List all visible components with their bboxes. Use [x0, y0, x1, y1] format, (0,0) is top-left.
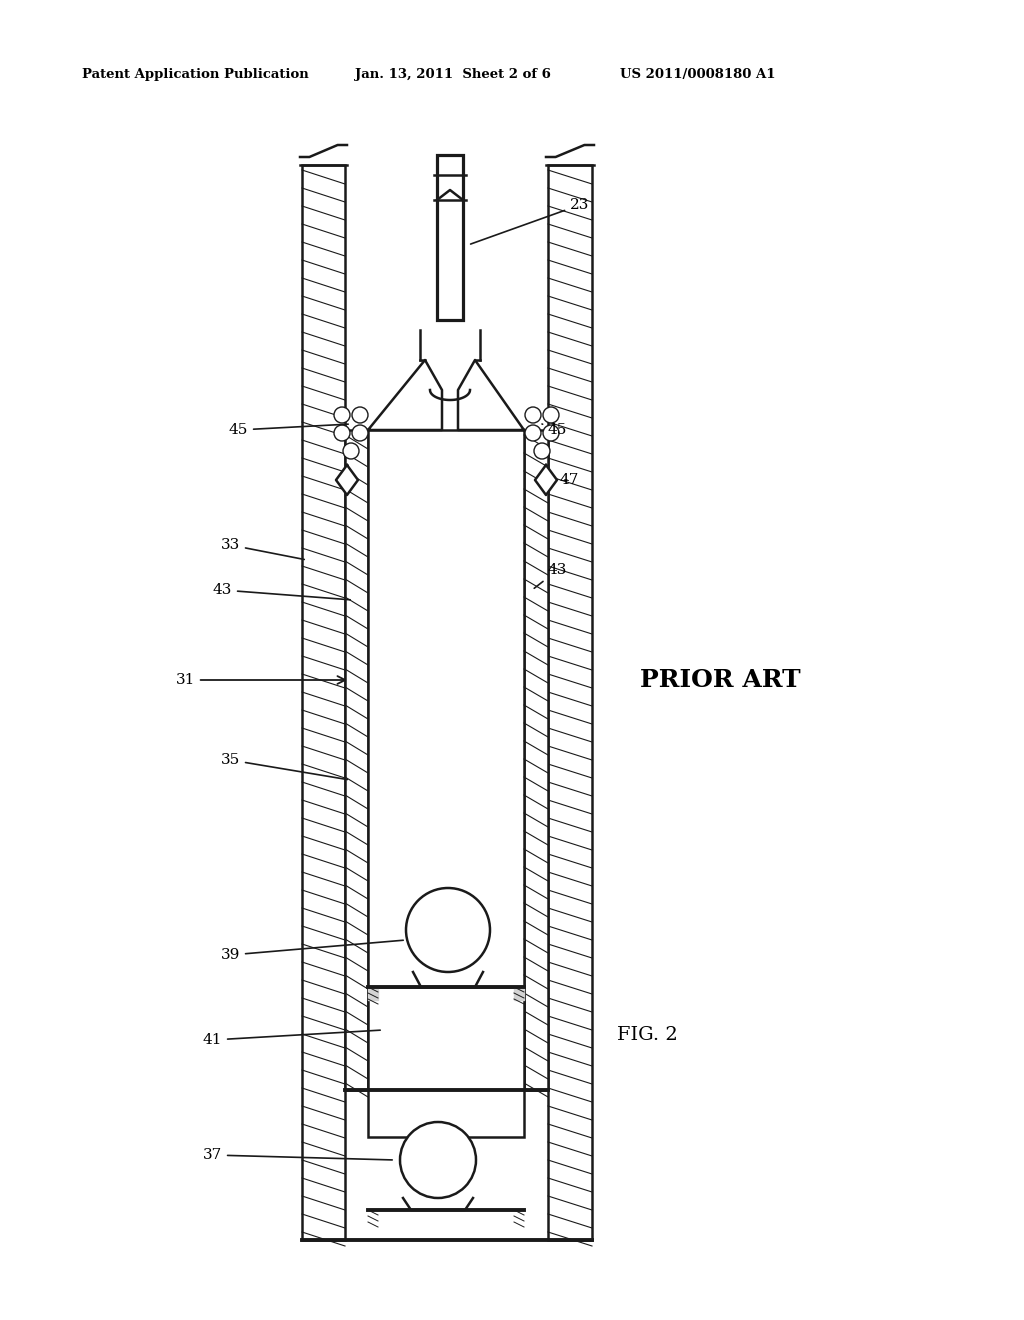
Text: 45: 45 [542, 422, 567, 437]
Bar [368, 430, 524, 1090]
Text: 43: 43 [535, 564, 567, 589]
Text: 45: 45 [228, 422, 348, 437]
Polygon shape [514, 987, 524, 1001]
Polygon shape [368, 987, 378, 1001]
Text: 41: 41 [203, 1030, 380, 1047]
Polygon shape [336, 465, 358, 495]
Circle shape [406, 888, 490, 972]
Circle shape [525, 407, 541, 422]
Polygon shape [535, 465, 557, 495]
Circle shape [352, 425, 368, 441]
Text: PRIOR ART: PRIOR ART [640, 668, 801, 692]
Polygon shape [413, 972, 483, 987]
Circle shape [343, 444, 359, 459]
Text: 37: 37 [203, 1148, 392, 1162]
Circle shape [400, 1122, 476, 1199]
Text: 23: 23 [471, 198, 590, 244]
Circle shape [525, 425, 541, 441]
Text: US 2011/0008180 A1: US 2011/0008180 A1 [620, 69, 775, 81]
Circle shape [543, 425, 559, 441]
Bar [368, 987, 524, 1137]
Text: 47: 47 [560, 473, 580, 487]
Bar [302, 165, 345, 1239]
Circle shape [334, 407, 350, 422]
Text: Jan. 13, 2011  Sheet 2 of 6: Jan. 13, 2011 Sheet 2 of 6 [355, 69, 551, 81]
Text: Patent Application Publication: Patent Application Publication [82, 69, 309, 81]
Text: 33: 33 [221, 539, 304, 560]
Bar [548, 165, 592, 1239]
Circle shape [543, 407, 559, 422]
Text: 35: 35 [221, 752, 347, 780]
Bar [437, 154, 463, 319]
Bar [524, 430, 548, 1090]
Bar [345, 430, 368, 1090]
Text: 43: 43 [213, 583, 350, 599]
Circle shape [334, 425, 350, 441]
Circle shape [352, 407, 368, 422]
Text: 31: 31 [176, 673, 345, 686]
Circle shape [534, 444, 550, 459]
Text: 39: 39 [220, 940, 403, 962]
Text: FIG. 2: FIG. 2 [617, 1026, 678, 1044]
